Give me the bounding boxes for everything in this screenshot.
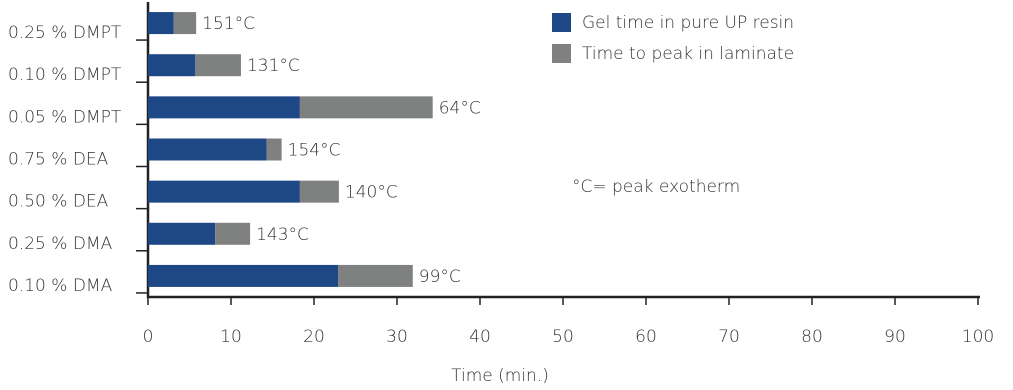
- bar-segment: [148, 12, 174, 35]
- peak-label: 64°C: [439, 98, 481, 118]
- bar-segment: [215, 222, 251, 245]
- y-tick-label: 0.05 % DMPT: [8, 107, 122, 127]
- bar-segment: [173, 12, 197, 35]
- y-tick-label: 0.50 % DEA: [8, 192, 109, 212]
- x-tick-label: 40: [469, 327, 491, 347]
- bar-segment: [299, 180, 339, 203]
- note: °C= peak exotherm: [572, 177, 740, 197]
- x-tick-label: 30: [386, 327, 408, 347]
- y-tick-label: 0.75 % DEA: [8, 150, 109, 170]
- x-tick-label: 90: [884, 327, 906, 347]
- peak-label: 99°C: [419, 267, 461, 287]
- bar-segment: [299, 96, 433, 119]
- bar-segment: [338, 264, 413, 287]
- legend-swatch: [552, 44, 571, 63]
- x-tick-label: 10: [220, 327, 242, 347]
- bar-segment: [148, 138, 267, 161]
- bar-segment: [148, 222, 216, 245]
- y-tick-label: 0.25 % DMA: [8, 234, 113, 254]
- bar-segment: [195, 54, 241, 77]
- x-tick-label: 100: [962, 327, 994, 347]
- x-tick-label: 0: [143, 327, 154, 347]
- peak-label: 143°C: [256, 225, 309, 245]
- bar-segment: [148, 96, 300, 119]
- bar-segment: [148, 264, 339, 287]
- legend-label: Time to peak in laminate: [582, 44, 794, 64]
- legend-label: Gel time in pure UP resin: [582, 13, 794, 33]
- bar-segment: [148, 180, 300, 203]
- x-tick-label: 20: [303, 327, 325, 347]
- y-tick-label: 0.25 % DMPT: [8, 23, 122, 43]
- peak-label: 131°C: [247, 56, 300, 76]
- bar-segment: [148, 54, 196, 77]
- legend-swatch: [552, 13, 571, 32]
- x-tick-label: 60: [635, 327, 657, 347]
- peak-label: 151°C: [202, 14, 255, 34]
- y-tick-label: 0.10 % DMPT: [8, 65, 122, 85]
- y-tick-label: 0.10 % DMA: [8, 276, 113, 296]
- peak-label: 140°C: [345, 183, 398, 203]
- x-tick-label: 80: [801, 327, 823, 347]
- x-axis-title: Time (min.): [451, 366, 549, 386]
- x-tick-label: 70: [718, 327, 740, 347]
- bar-segment: [266, 138, 282, 161]
- x-tick-label: 50: [552, 327, 574, 347]
- peak-label: 154°C: [288, 141, 341, 161]
